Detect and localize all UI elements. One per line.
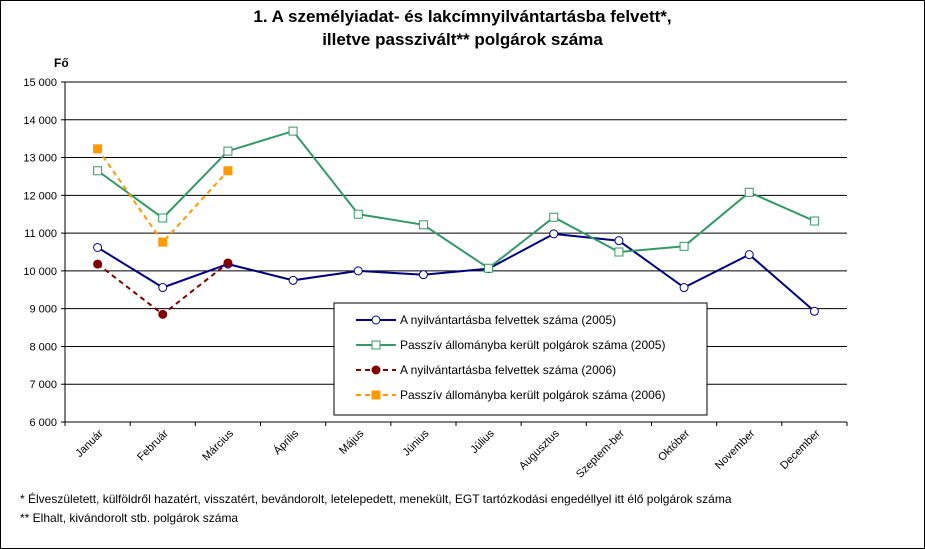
x-tick-label: November: [713, 427, 758, 472]
data-point: [158, 283, 168, 293]
legend-box: [333, 302, 708, 416]
data-point: [288, 126, 298, 136]
legend-label: A nyilvántartásba felvettek száma (2005): [400, 313, 616, 327]
chart-title-line1: 1. A személyiadat- és lakcímnyilvántartá…: [253, 7, 672, 26]
x-tick-label: Június: [401, 427, 432, 458]
x-tick-label: December: [778, 427, 823, 472]
y-tick-label: 7 000: [29, 379, 57, 391]
data-point: [809, 306, 819, 316]
data-point: [809, 216, 819, 226]
data-point: [288, 275, 298, 285]
x-tick-label: Július: [468, 427, 497, 456]
data-point: [93, 144, 103, 154]
y-tick-label: 6 000: [29, 417, 57, 429]
data-point: [418, 220, 428, 230]
data-point: [93, 259, 103, 269]
x-tick-label: Október: [656, 427, 692, 463]
data-point: [679, 241, 689, 251]
legend-label: Passzív állományba került polgárok száma…: [400, 338, 665, 352]
data-point: [549, 229, 559, 239]
data-point: [614, 236, 624, 246]
x-tick-labels: Január Február Március Április Május Június Jú…: [73, 427, 822, 481]
series-line: [96, 148, 229, 244]
data-point: [223, 146, 233, 156]
data-point: [679, 283, 689, 293]
legend-label: A nyilvántartásba felvettek száma (2006): [400, 363, 616, 377]
series-line: [97, 129, 815, 270]
data-point: [158, 237, 168, 247]
y-tick-label: 12 000: [23, 190, 57, 202]
axes: [61, 81, 848, 426]
y-tick-label: 8 000: [29, 341, 57, 353]
data-point: [549, 212, 559, 222]
y-tick-label: 10 000: [23, 266, 57, 278]
footnote-1: * Élveszületett, külföldről hazatért, vi…: [20, 492, 732, 506]
y-tick-label: 14 000: [23, 115, 57, 127]
series-3: [93, 258, 233, 319]
data-point: [484, 263, 494, 273]
data-point: [93, 242, 103, 252]
data-point: [614, 247, 624, 257]
x-tick-label: Január: [73, 427, 106, 460]
y-tick-label: 15 000: [23, 77, 57, 89]
x-tick-label: Szeptem-ber: [574, 427, 627, 480]
data-point: [223, 166, 233, 176]
data-point: [223, 258, 233, 268]
x-tick-label: Február: [135, 427, 171, 463]
x-tick-label: Augusztus: [517, 427, 562, 472]
legend-marker: [371, 390, 381, 400]
legend-marker: [371, 340, 381, 350]
chart-title-line2: illetve passzivált** polgárok száma: [322, 30, 603, 49]
series-2: [93, 126, 819, 273]
y-tick-label: 9 000: [29, 304, 57, 316]
x-tick-label: Május: [337, 427, 367, 457]
data-point: [744, 250, 754, 260]
data-point: [744, 187, 754, 197]
series-line: [97, 232, 816, 313]
data-point: [158, 309, 168, 319]
footnote-2: ** Elhalt, kivándorolt stb. polgárok szá…: [20, 511, 239, 525]
legend-marker: [371, 315, 381, 325]
y-tick-label: 11 000: [24, 228, 57, 240]
data-point: [93, 166, 103, 176]
legend-label: Passzív állományba került polgárok száma…: [400, 388, 665, 402]
y-tick-label: 13 000: [23, 153, 57, 165]
x-tick-label: Április: [271, 427, 302, 458]
y-tick-labels: 6 000 7 000 8 000 9 000 10 000 11 000 12 000 13…: [23, 77, 57, 429]
data-point: [353, 209, 363, 219]
legend-marker: [371, 365, 381, 375]
legend: A nyilvántartásba felvettek száma (2005)…: [333, 302, 708, 416]
x-tick-label: Március: [200, 427, 236, 463]
series-1: [93, 229, 819, 316]
y-axis-label: Fő: [54, 56, 69, 70]
data-point: [158, 213, 168, 223]
series-lines: [93, 126, 819, 319]
series-4: [93, 144, 233, 247]
data-point: [418, 270, 428, 280]
data-point: [353, 266, 363, 276]
